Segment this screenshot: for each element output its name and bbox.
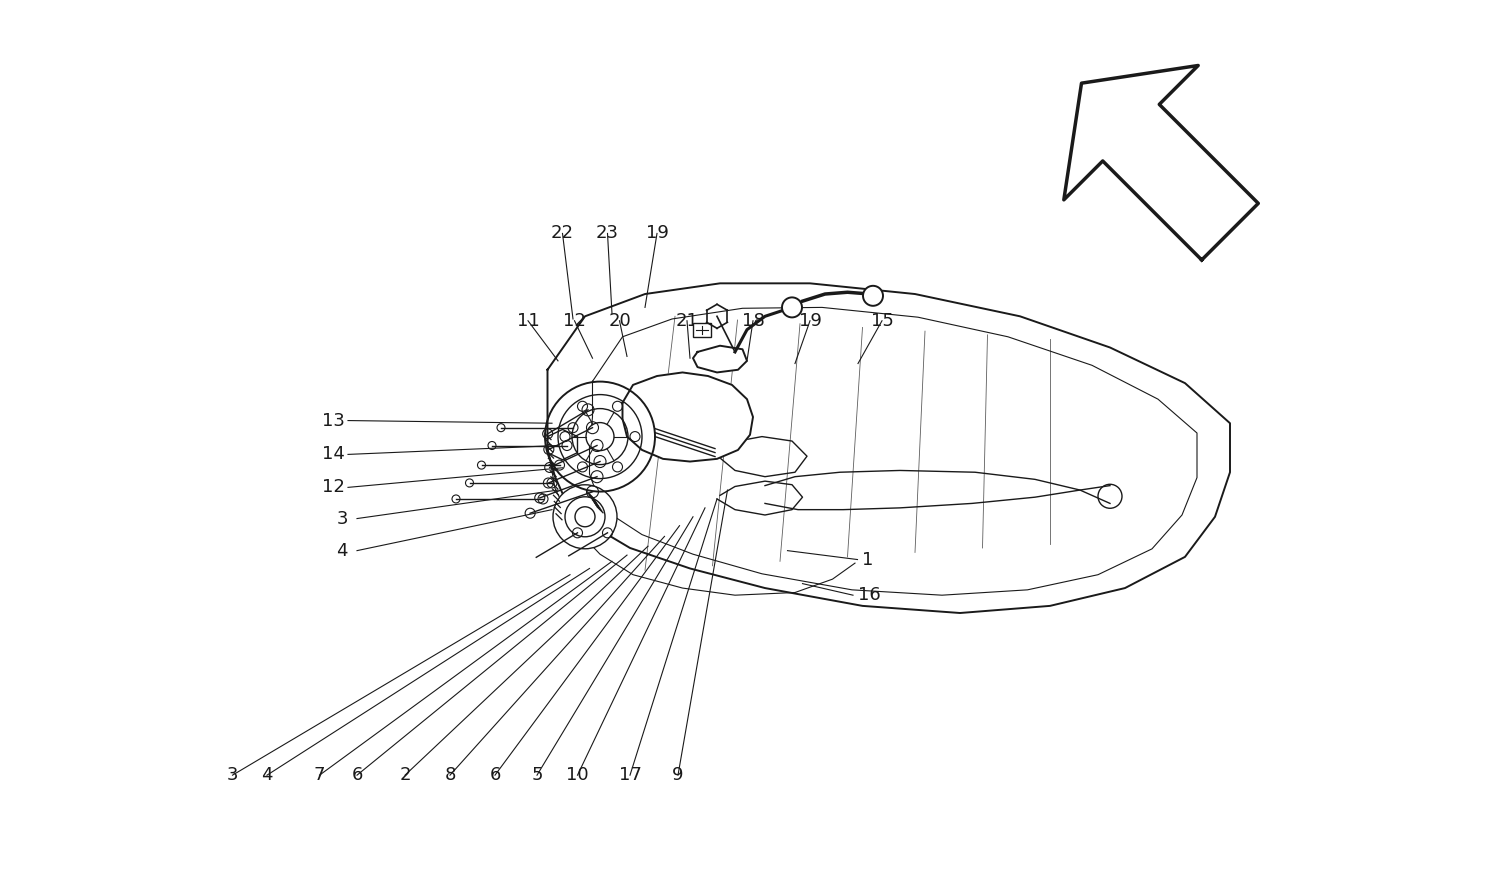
Text: 23: 23 [596, 225, 619, 242]
Text: 16: 16 [858, 586, 880, 604]
Text: 3: 3 [336, 510, 348, 527]
Text: 12: 12 [562, 312, 586, 330]
Polygon shape [1064, 66, 1258, 260]
Text: 8: 8 [444, 766, 456, 784]
Text: 10: 10 [566, 766, 590, 784]
Circle shape [862, 286, 883, 306]
Circle shape [554, 485, 616, 549]
Text: 17: 17 [618, 766, 642, 784]
Text: 15: 15 [870, 312, 894, 330]
Circle shape [586, 422, 613, 451]
Text: 1: 1 [862, 551, 874, 568]
Polygon shape [693, 346, 747, 372]
Text: 3: 3 [226, 766, 238, 784]
Text: 2: 2 [399, 766, 411, 784]
Text: 19: 19 [798, 312, 822, 330]
Text: 19: 19 [645, 225, 669, 242]
Text: 4: 4 [261, 766, 273, 784]
Text: 13: 13 [321, 412, 345, 429]
Text: 6: 6 [489, 766, 501, 784]
Text: 21: 21 [675, 312, 699, 330]
Text: 9: 9 [672, 766, 684, 784]
Polygon shape [622, 372, 753, 462]
Text: 5: 5 [531, 766, 543, 784]
Text: 22: 22 [550, 225, 574, 242]
Text: 11: 11 [516, 312, 540, 330]
Text: 14: 14 [321, 446, 345, 463]
Text: 7: 7 [314, 766, 326, 784]
Text: 4: 4 [336, 542, 348, 560]
Bar [693, 323, 711, 337]
Text: 6: 6 [351, 766, 363, 784]
Circle shape [782, 298, 802, 317]
Text: 12: 12 [321, 478, 345, 496]
Text: 20: 20 [608, 312, 631, 330]
Text: 18: 18 [741, 312, 765, 330]
